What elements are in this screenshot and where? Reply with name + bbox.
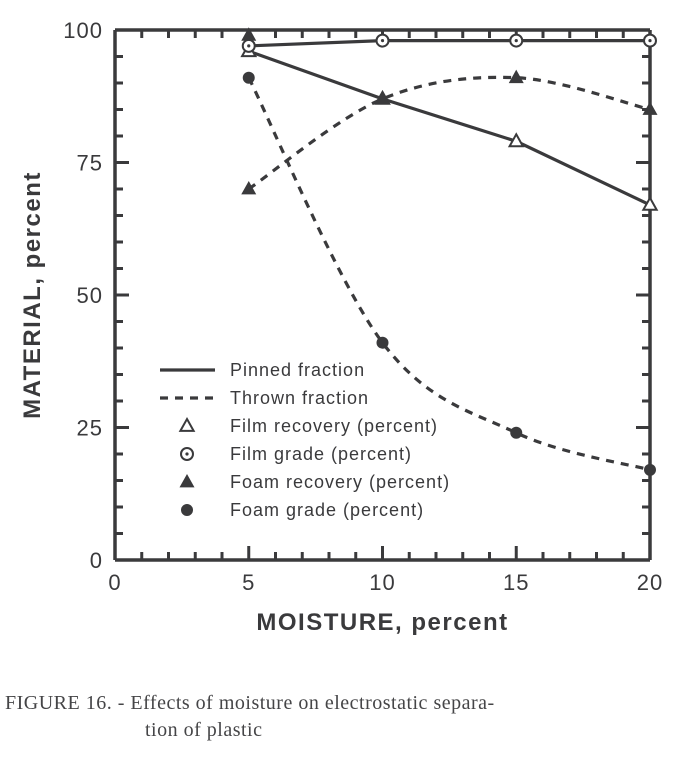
svg-text:20: 20 — [637, 570, 663, 595]
svg-text:Film recovery (percent): Film recovery (percent) — [230, 416, 438, 436]
figure-caption-line1: Effects of moisture on electrostatic sep… — [130, 692, 494, 714]
page: 0 5 10 15 20 MOISTURE, percent 0 25 50 75 100 MATER… — [0, 0, 693, 771]
svg-text:25: 25 — [77, 416, 103, 441]
figure-caption-line2: tion of plastic — [145, 717, 683, 744]
svg-text:10: 10 — [369, 570, 395, 595]
svg-text:Thrown fraction: Thrown fraction — [230, 388, 369, 408]
svg-text:75: 75 — [77, 151, 103, 176]
svg-text:Pinned fraction: Pinned fraction — [230, 360, 365, 380]
svg-text:100: 100 — [63, 18, 103, 43]
svg-text:5: 5 — [242, 570, 255, 595]
svg-text:0: 0 — [90, 548, 103, 573]
svg-text:MOISTURE, percent: MOISTURE, percent — [256, 609, 508, 636]
chart-svg: 0 5 10 15 20 MOISTURE, percent 0 25 50 75 100 MATER… — [0, 0, 693, 660]
svg-text:MATERIAL, percent: MATERIAL, percent — [19, 171, 46, 419]
chart-container: 0 5 10 15 20 MOISTURE, percent 0 25 50 75 100 MATER… — [0, 0, 693, 660]
svg-text:Foam grade (percent): Foam grade (percent) — [230, 500, 424, 520]
svg-text:50: 50 — [77, 283, 103, 308]
figure-number: FIGURE 16. — [5, 692, 112, 714]
svg-text:0: 0 — [108, 570, 121, 595]
svg-text:Foam recovery (percent): Foam recovery (percent) — [230, 472, 450, 492]
figure-caption: FIGURE 16. - Effects of moisture on elec… — [5, 690, 683, 744]
svg-text:15: 15 — [503, 570, 529, 595]
svg-text:Film grade (percent): Film grade (percent) — [230, 444, 412, 464]
